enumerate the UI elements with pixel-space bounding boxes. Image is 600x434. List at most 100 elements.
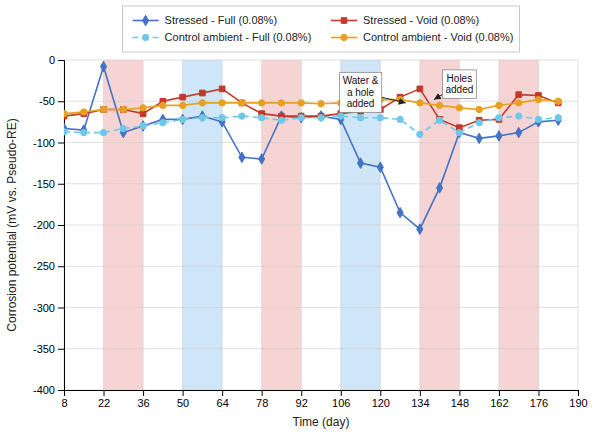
annotation: Holesadded (434, 70, 476, 100)
legend-item: Stressed - Full (0.08%) (133, 14, 277, 26)
series-marker (318, 111, 324, 122)
series-marker (219, 100, 225, 106)
series-marker (417, 86, 423, 92)
legend: Stressed - Full (0.08%) Stressed - Void (… (123, 6, 520, 52)
series-marker (555, 115, 561, 121)
tick-label: 64 (217, 397, 229, 409)
tick-mark (58, 390, 64, 391)
series-marker (357, 158, 363, 169)
tick-label: 36 (137, 397, 149, 409)
tick: 22 (98, 390, 110, 409)
series-marker (100, 106, 106, 112)
tick-label: -250 (33, 260, 55, 272)
annotation-box (442, 70, 476, 99)
series-marker (338, 113, 344, 119)
series-marker (436, 117, 442, 123)
tick-mark (143, 390, 144, 396)
tick-mark (459, 390, 460, 396)
axis-line (65, 391, 579, 397)
legend-item: Control ambient - Void (0.08%) (331, 31, 513, 43)
chart-svg: 82236506478921061201341481621761900-50-1… (0, 0, 600, 434)
series-marker (437, 183, 443, 194)
tick-mark (58, 225, 64, 226)
tick-label: 0 (49, 54, 55, 66)
tick: 120 (372, 390, 390, 409)
plot: 82236506478921061201341481621761900-50-1… (5, 54, 588, 429)
series-marker (555, 115, 561, 126)
series-marker (120, 106, 126, 112)
series-marker (397, 116, 403, 122)
series-marker (318, 115, 324, 121)
legend-label: Control ambient - Void (0.08%) (363, 31, 513, 43)
tick: -100 (33, 137, 64, 149)
legend-item: Stressed - Void (0.08%) (331, 14, 479, 26)
series-marker (298, 112, 304, 123)
series-marker (476, 133, 482, 144)
tick-mark (301, 390, 302, 396)
grid-line-y (64, 142, 578, 143)
series-marker (535, 117, 541, 128)
tick-label: 190 (569, 397, 587, 409)
tick-label: -400 (33, 384, 55, 396)
annotation-text: Water &a holeadded (343, 75, 379, 109)
tick: 106 (332, 390, 350, 409)
series-marker (417, 224, 423, 235)
tick-mark (183, 390, 184, 396)
grid-line-y (64, 307, 578, 308)
tick: -400 (33, 384, 64, 396)
series-marker (496, 131, 502, 142)
series-marker (239, 100, 245, 106)
tick: 0 (49, 54, 64, 66)
chart-container: 82236506478921061201341481621761900-50-1… (0, 0, 600, 434)
series-marker (120, 125, 126, 131)
legend-label: Control ambient - Full (0.08%) (165, 31, 312, 43)
axis-line (58, 61, 65, 391)
tick-label: 162 (490, 397, 508, 409)
tick-label: 148 (451, 397, 469, 409)
series-marker (200, 90, 206, 96)
legend-label: Stressed - Full (0.08%) (165, 14, 277, 26)
series-marker (456, 105, 462, 111)
series-marker (160, 120, 166, 126)
tick-label: 8 (61, 397, 67, 409)
tick-mark (578, 390, 579, 396)
series-marker (199, 115, 205, 121)
tick: 64 (217, 390, 229, 409)
tick: 176 (530, 390, 548, 409)
series-marker (259, 115, 265, 121)
tick: 162 (490, 390, 508, 409)
tick: -200 (33, 219, 64, 231)
legend-swatch-marker (341, 34, 347, 40)
series-marker (318, 101, 324, 107)
tick-mark (380, 390, 381, 396)
series-marker (81, 109, 87, 115)
tick-mark (104, 390, 105, 396)
tick-label: 134 (411, 397, 429, 409)
tick: 190 (569, 390, 587, 409)
tick-mark (58, 349, 64, 350)
grid-line-y (64, 348, 578, 349)
series-marker (64, 110, 67, 116)
series-marker (81, 125, 87, 136)
tick-mark (499, 390, 500, 396)
series-marker (140, 121, 146, 132)
series-marker (64, 129, 67, 135)
series-line (64, 67, 558, 230)
series-marker (179, 116, 185, 122)
tick: -300 (33, 302, 64, 314)
tick-label: -300 (33, 302, 55, 314)
tick: 78 (256, 390, 268, 409)
legend-item: Control ambient - Full (0.08%) (133, 31, 312, 43)
tick: -350 (33, 343, 64, 355)
annotation-text: Holesadded (445, 73, 473, 96)
tick-mark (341, 390, 342, 396)
series (64, 61, 561, 234)
series-marker (436, 102, 442, 108)
tick-label: -200 (33, 219, 55, 231)
series-marker (516, 127, 522, 138)
x-axis-title: Time (day) (293, 415, 350, 429)
series-marker (100, 129, 106, 135)
tick-mark (58, 308, 64, 309)
series-marker (219, 115, 225, 121)
series-marker (179, 102, 185, 108)
